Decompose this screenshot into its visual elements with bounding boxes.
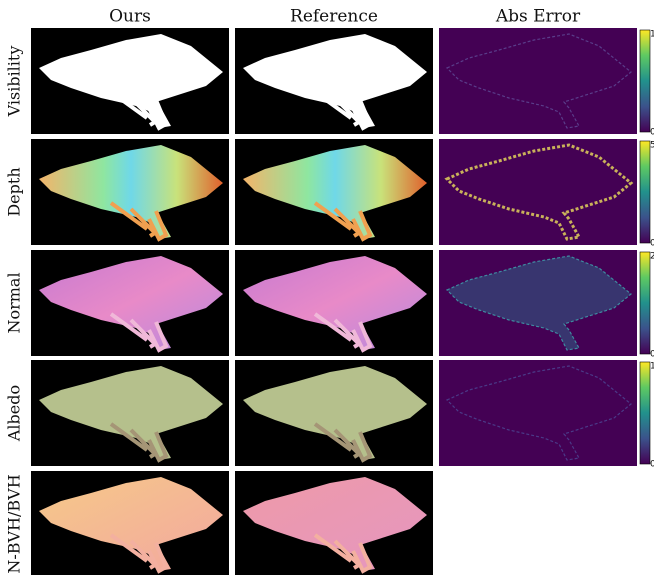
panel-bg [439, 360, 637, 466]
image-panel [235, 139, 433, 245]
row-label: Depth [5, 167, 24, 216]
colorbar-min: 0 [650, 460, 654, 470]
image-panel [439, 139, 637, 245]
colorbar [640, 30, 650, 132]
row-label: Visibility [5, 46, 24, 118]
colorbar-min: 0 [650, 350, 654, 360]
image-panel [235, 360, 433, 466]
image-panel [235, 28, 433, 134]
image-panel [439, 28, 637, 134]
image-panel [439, 360, 637, 466]
panel-bg [439, 28, 637, 134]
column-header: Reference [290, 7, 378, 27]
colorbar-max: 2 [650, 252, 654, 262]
column-header: Abs Error [495, 7, 581, 27]
image-panel [31, 360, 229, 466]
image-panel [439, 250, 637, 356]
colorbar [640, 252, 650, 354]
colorbar-max: 1 [650, 362, 654, 372]
row-label: Albedo [5, 385, 24, 442]
row-label: Normal [5, 272, 24, 333]
row-label: N-BVH/BVH [5, 474, 24, 573]
colorbar-min: 0 [650, 239, 654, 249]
image-panel [235, 250, 433, 356]
colorbar-min: 0 [650, 128, 654, 138]
image-panel [31, 139, 229, 245]
colorbar [640, 141, 650, 243]
image-panel [31, 250, 229, 356]
figure: Ours Reference Abs Error Visibility 1 0 Depth 5… [0, 0, 654, 575]
image-panel [31, 471, 229, 575]
panel-bg [439, 139, 637, 245]
colorbar-max: 1 [650, 30, 654, 40]
column-header: Ours [109, 7, 151, 27]
image-panel [31, 28, 229, 134]
image-panel [235, 471, 433, 575]
colorbar-max: 5 [650, 141, 654, 151]
colorbar [640, 362, 650, 464]
